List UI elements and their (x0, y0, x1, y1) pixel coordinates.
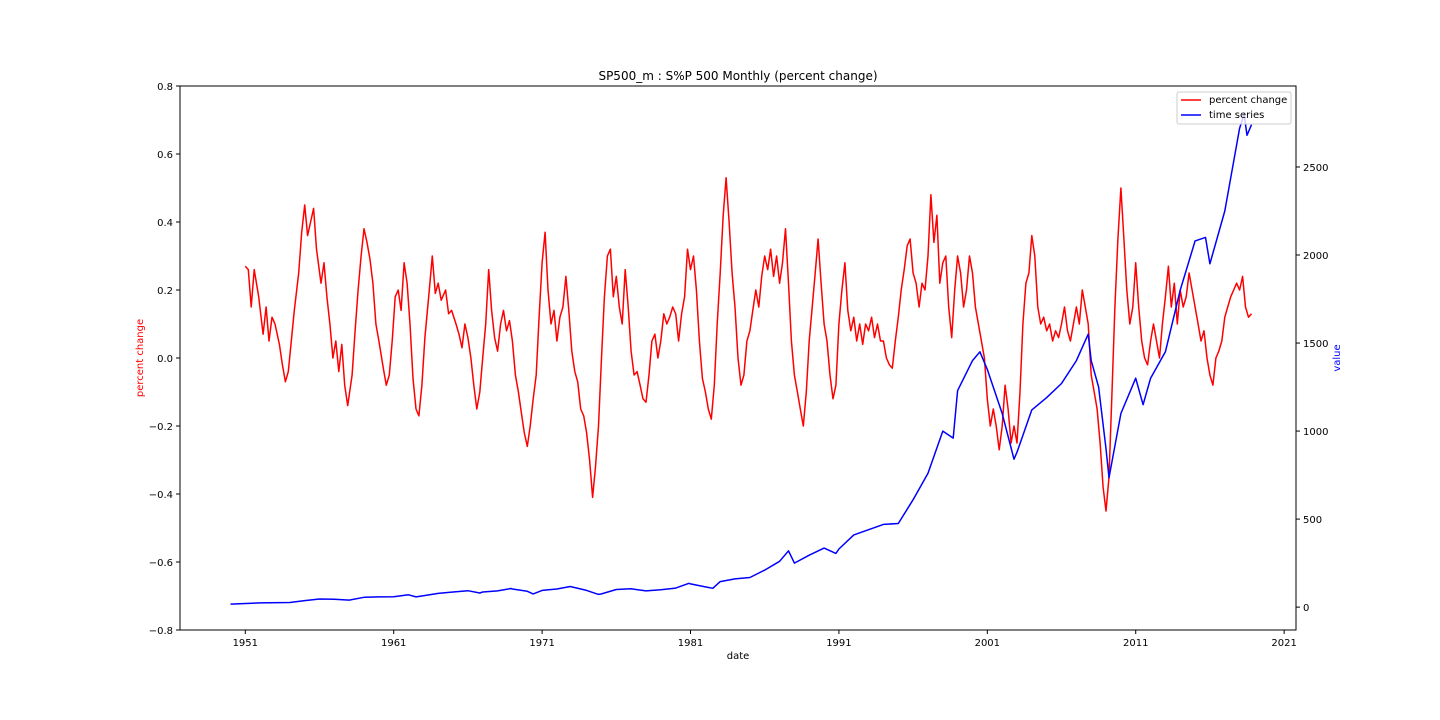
x-tick-label: 1991 (826, 638, 851, 649)
y-right-tick-label: 1500 (1303, 339, 1328, 350)
x-axis: 1951 1961 1971 1981 1991 2001 2011 2021 (233, 630, 1297, 649)
y-left-tick-label: 0.0 (157, 354, 173, 365)
y-left-tick-label: 0.8 (157, 82, 173, 93)
x-tick-label: 1961 (381, 638, 406, 649)
x-tick-label: 1951 (233, 638, 258, 649)
plot-frame (179, 85, 1297, 631)
y-right-tick-label: 1000 (1303, 427, 1328, 438)
y-left-tick-label: −0.6 (149, 558, 173, 569)
y-right-tick-label: 2000 (1303, 251, 1328, 262)
y-left-tick-label: 0.4 (157, 218, 173, 229)
legend-label-percent-change: percent change (1209, 95, 1287, 106)
y-left-tick-label: −0.4 (149, 490, 173, 501)
y-axis-right: 0 500 1000 1500 2000 2500 (1296, 163, 1328, 614)
y-left-tick-label: 0.6 (157, 150, 173, 161)
x-tick-label: 1971 (529, 638, 554, 649)
y-right-tick-label: 500 (1303, 515, 1322, 526)
y-right-tick-label: 0 (1303, 603, 1309, 614)
legend: percent change time series (1176, 91, 1292, 125)
legend-label-time-series: time series (1209, 110, 1264, 121)
y-axis-right-label: value (1332, 344, 1343, 371)
chart-title: SP500_m : S%P 500 Monthly (percent chang… (598, 69, 877, 83)
series-line-percent-change (244, 177, 1253, 512)
legend-box (1176, 91, 1292, 125)
y-left-tick-label: 0.2 (157, 286, 173, 297)
y-axis-left-label: percent change (135, 319, 146, 397)
plot-area (230, 113, 1253, 605)
series-line-time-series (230, 113, 1253, 605)
x-tick-label: 2011 (1123, 638, 1148, 649)
y-left-tick-label: −0.8 (149, 626, 173, 637)
x-tick-label: 2021 (1271, 638, 1296, 649)
x-tick-label: 2001 (975, 638, 1000, 649)
x-axis-label: date (727, 651, 750, 662)
x-tick-label: 1981 (678, 638, 703, 649)
y-left-tick-label: −0.2 (149, 422, 173, 433)
y-axis-left: 0.8 0.6 0.4 0.2 0.0 −0.2 −0.4 −0.6 −0.8 (149, 82, 180, 637)
y-right-tick-label: 2500 (1303, 163, 1328, 174)
